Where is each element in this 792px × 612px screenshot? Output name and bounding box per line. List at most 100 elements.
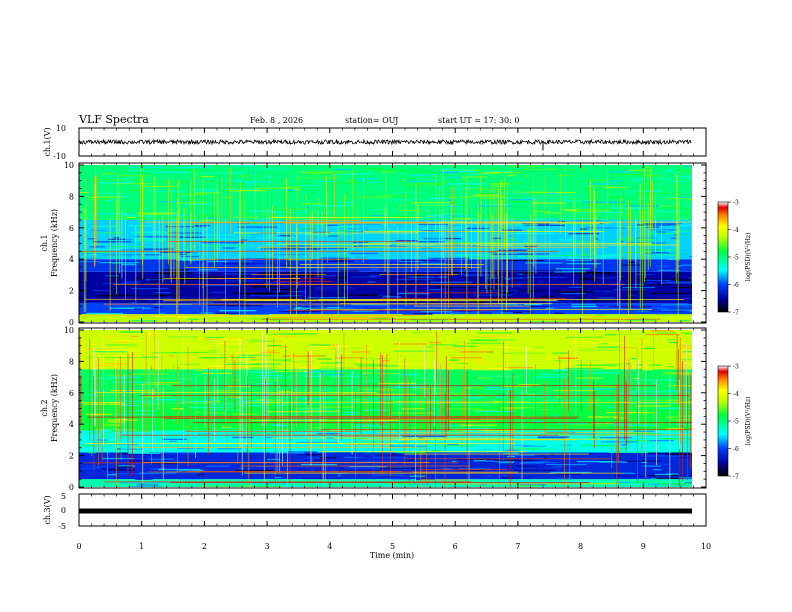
spectrogram-sferic	[480, 176, 482, 277]
spectrogram-texture	[322, 297, 345, 300]
spectrogram-texture	[449, 359, 459, 361]
spectrogram-sferic	[493, 187, 495, 291]
ch2-colorbar-ticks: -3-4-5-6-7	[728, 364, 739, 481]
spectrogram-texture	[95, 192, 123, 194]
spectrogram-texture	[207, 365, 246, 367]
spectrogram-texture	[288, 259, 313, 261]
spectrogram-sferic	[120, 383, 122, 460]
colorbar-tick-label: -6	[733, 282, 739, 289]
spectrogram-sferic	[244, 194, 246, 318]
spectrogram-narrowband-line	[244, 401, 692, 403]
spectrogram-sferic	[529, 214, 531, 321]
spectrogram-texture	[594, 277, 617, 279]
spectrogram-texture	[486, 277, 524, 279]
spectrogram-texture	[508, 199, 539, 201]
spectrogram-texture	[182, 249, 189, 251]
spectrogram-texture	[474, 464, 503, 466]
spectrogram-texture	[124, 216, 137, 219]
spectrogram-texture	[371, 169, 402, 171]
spectrogram-narrowband-line	[299, 264, 485, 265]
spectrogram-texture	[223, 280, 265, 282]
spectrogram-narrowband-line	[363, 419, 510, 420]
spectrogram-texture	[587, 185, 616, 187]
spectrogram-sferic	[322, 370, 324, 482]
spectrogram-texture	[424, 237, 446, 240]
spectrogram-texture	[689, 277, 692, 279]
spectrogram-texture	[470, 340, 502, 343]
spectrogram-texture	[508, 289, 550, 292]
spectrogram-sferic	[526, 346, 527, 394]
spectrogram-texture	[178, 253, 187, 255]
spectrogram-narrowband-line	[406, 458, 612, 460]
spectrogram-texture	[193, 224, 210, 227]
spectrogram-narrowband-line	[277, 243, 392, 245]
spectrogram-narrowband-line	[379, 274, 459, 275]
spectrogram-texture	[587, 416, 618, 418]
spectrogram-sferic	[178, 202, 180, 302]
spectrogram-texture	[600, 254, 624, 256]
spectrogram-sferic	[183, 208, 185, 262]
spectrogram-texture	[420, 199, 448, 201]
spectrogram-texture	[604, 291, 616, 293]
spectrogram-sferic	[677, 223, 679, 322]
spectrogram-texture	[361, 230, 385, 232]
spectrogram-texture	[402, 178, 406, 180]
spectrogram-texture	[524, 321, 567, 322]
spectrogram-texture	[298, 268, 319, 270]
spectrogram-texture	[250, 245, 288, 247]
spectrogram-texture	[608, 424, 650, 426]
spectrogram-sferic	[290, 209, 291, 322]
spectrogram-texture	[290, 290, 306, 293]
spectrogram-texture	[401, 259, 437, 261]
spectrogram-sferic	[491, 214, 493, 279]
spectrogram-sferic	[94, 368, 96, 427]
spectrogram-texture	[238, 468, 256, 470]
spectrogram-texture	[613, 289, 650, 291]
spectrogram-texture	[197, 370, 208, 372]
spectrogram-texture	[126, 284, 136, 286]
ch3-waveform-panel: 5 0 -5 ch.3(V)	[43, 492, 707, 531]
spectrogram-texture	[408, 478, 436, 481]
spectrogram-texture	[435, 468, 442, 470]
spectrogram-narrowband-line	[103, 481, 472, 483]
spectrogram-texture	[561, 205, 567, 207]
spectrogram-texture	[595, 413, 633, 415]
spectrogram-texture	[395, 403, 421, 405]
spectrogram-texture	[94, 248, 122, 250]
spectrogram-texture	[453, 341, 479, 344]
spectrogram-texture	[466, 219, 510, 221]
spectrogram-texture	[480, 375, 514, 377]
spectrogram-texture	[362, 372, 401, 374]
spectrogram-texture	[238, 217, 247, 219]
spectrogram-texture	[618, 393, 637, 395]
spectrogram-sferic	[560, 173, 562, 235]
spectrogram-sferic	[115, 355, 117, 446]
spectrogram-texture	[512, 312, 523, 314]
spectrogram-texture	[105, 200, 149, 202]
spectrogram-texture	[334, 260, 349, 262]
spectrogram-texture	[410, 478, 416, 481]
spectrogram-sferic	[652, 181, 653, 231]
spectrogram-texture	[493, 293, 517, 295]
spectrogram-texture	[347, 308, 366, 310]
spectrogram-texture	[533, 408, 559, 411]
spectrogram-narrowband-line	[271, 217, 422, 218]
ytick-label: 10	[64, 326, 74, 335]
spectrogram-texture	[268, 234, 279, 237]
spectrogram-sferic	[499, 378, 500, 487]
spectrogram-texture	[587, 170, 595, 172]
spectrogram-texture	[192, 246, 219, 248]
spectrogram-sferic	[486, 391, 488, 453]
spectrogram-texture	[85, 413, 113, 415]
spectrogram-texture	[360, 389, 375, 391]
spectrogram-texture	[304, 331, 338, 333]
spectrogram-texture	[161, 307, 170, 309]
spectrogram-sferic	[325, 385, 326, 487]
spectrogram-texture	[668, 206, 684, 208]
spectrogram-texture	[271, 366, 277, 368]
spectrogram-sferic	[464, 339, 465, 420]
spectrogram-sferic	[644, 167, 645, 283]
spectrogram-texture	[574, 364, 617, 366]
spectrogram-narrowband-line	[284, 222, 609, 224]
